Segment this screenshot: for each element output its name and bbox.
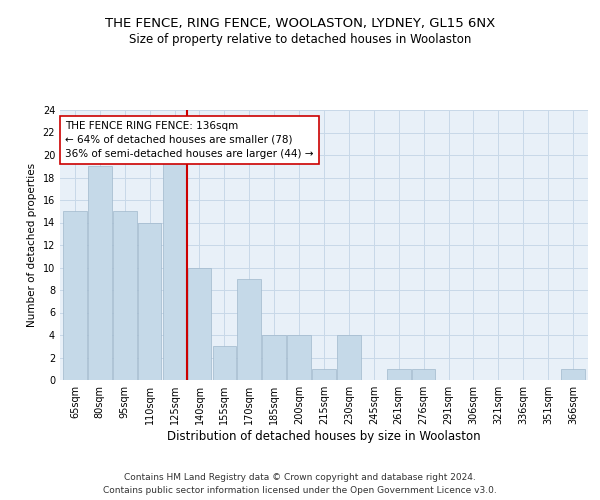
Bar <box>262 335 286 380</box>
Bar <box>63 211 87 380</box>
Bar <box>287 335 311 380</box>
Bar <box>88 166 112 380</box>
Bar <box>138 222 161 380</box>
Bar <box>412 369 436 380</box>
Bar <box>113 211 137 380</box>
Bar <box>212 346 236 380</box>
Y-axis label: Number of detached properties: Number of detached properties <box>27 163 37 327</box>
Bar <box>337 335 361 380</box>
Bar <box>387 369 410 380</box>
Bar <box>238 279 261 380</box>
Text: THE FENCE RING FENCE: 136sqm
← 64% of detached houses are smaller (78)
36% of se: THE FENCE RING FENCE: 136sqm ← 64% of de… <box>65 121 314 159</box>
Text: Contains HM Land Registry data © Crown copyright and database right 2024.
Contai: Contains HM Land Registry data © Crown c… <box>103 474 497 495</box>
X-axis label: Distribution of detached houses by size in Woolaston: Distribution of detached houses by size … <box>167 430 481 443</box>
Bar <box>188 268 211 380</box>
Text: Size of property relative to detached houses in Woolaston: Size of property relative to detached ho… <box>129 32 471 46</box>
Text: THE FENCE, RING FENCE, WOOLASTON, LYDNEY, GL15 6NX: THE FENCE, RING FENCE, WOOLASTON, LYDNEY… <box>105 18 495 30</box>
Bar <box>561 369 585 380</box>
Bar <box>312 369 336 380</box>
Bar <box>163 155 187 380</box>
